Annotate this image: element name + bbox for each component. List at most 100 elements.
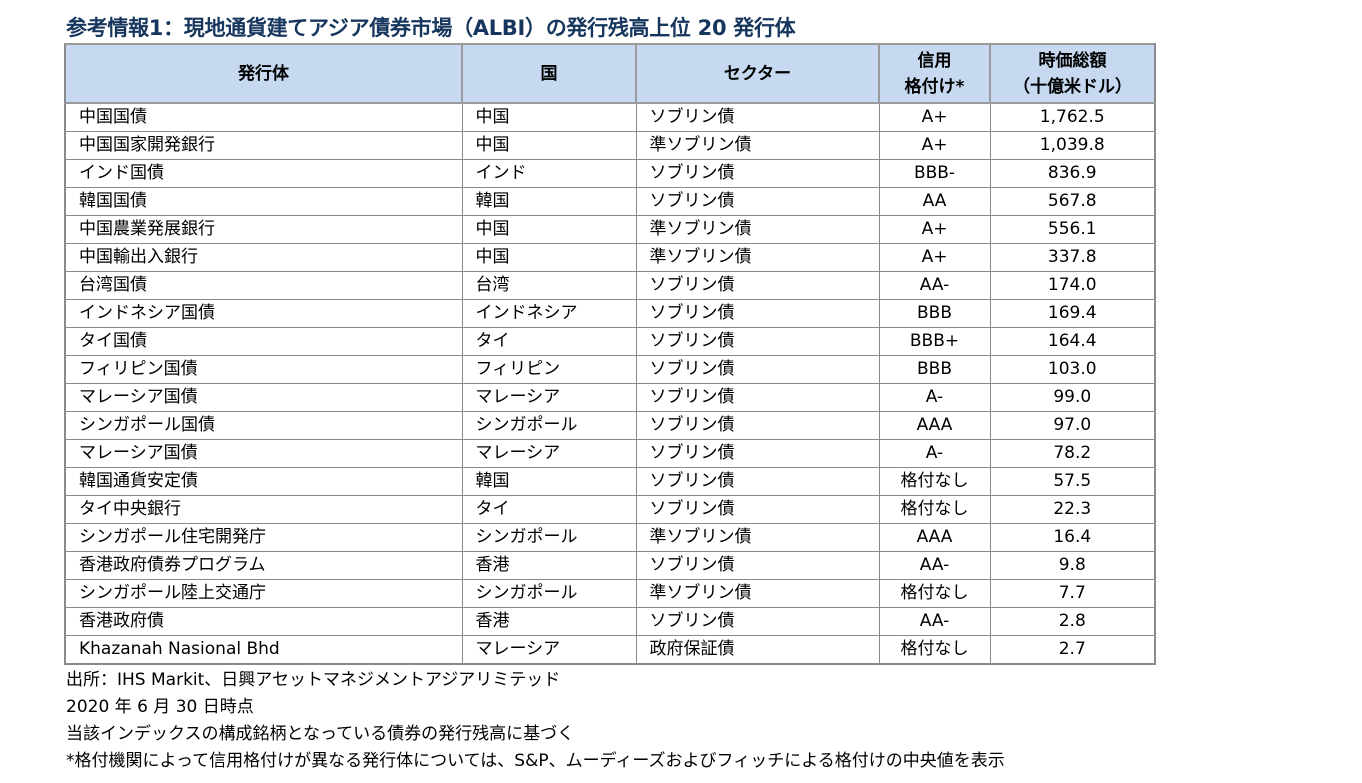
- cell-market-value: 9.8: [989, 551, 1156, 580]
- cell-issuer: シンガポール住宅開発庁: [64, 523, 463, 552]
- cell-rating: BBB+: [878, 327, 991, 356]
- cell-rating: A-: [878, 439, 991, 468]
- cell-market-value: 57.5: [989, 467, 1156, 496]
- cell-sector: ソブリン債: [635, 467, 880, 496]
- cell-issuer: インドネシア国債: [64, 299, 463, 328]
- basis-note: 当該インデックスの構成銘柄となっている債券の発行残高に基づく: [66, 724, 575, 744]
- cell-issuer: 香港政府債: [64, 607, 463, 636]
- cell-rating: 格付なし: [878, 635, 991, 665]
- cell-issuer: タイ中央銀行: [64, 495, 463, 524]
- column-header-rating: 信用 格付け*: [878, 43, 991, 104]
- cell-rating: AAA: [878, 523, 991, 552]
- cell-issuer: Khazanah Nasional Bhd: [64, 635, 463, 665]
- cell-country: 香港: [461, 551, 637, 580]
- cell-rating: 格付なし: [878, 495, 991, 524]
- cell-issuer: 中国輸出入銀行: [64, 243, 463, 272]
- cell-sector: ソブリン債: [635, 299, 880, 328]
- table-row: シンガポール住宅開発庁 シンガポール 準ソブリン債 AAA 16.4: [64, 523, 1156, 552]
- table-row: 台湾国債 台湾 ソブリン債 AA- 174.0: [64, 271, 1156, 300]
- cell-market-value: 97.0: [989, 411, 1156, 440]
- cell-market-value: 78.2: [989, 439, 1156, 468]
- cell-market-value: 164.4: [989, 327, 1156, 356]
- cell-sector: ソブリン債: [635, 271, 880, 300]
- rating-footnote: *格付機関によって信用格付けが異なる発行体については、S&P、ムーディーズおよび…: [66, 751, 1005, 771]
- page-title: 参考情報1：現地通貨建てアジア債券市場（ALBI）の発行残高上位 20 発行体: [66, 16, 796, 40]
- column-header-sector: セクター: [635, 43, 880, 104]
- cell-sector: ソブリン債: [635, 607, 880, 636]
- cell-market-value: 103.0: [989, 355, 1156, 384]
- cell-sector: ソブリン債: [635, 355, 880, 384]
- cell-country: 韓国: [461, 187, 637, 216]
- cell-rating: A+: [878, 131, 991, 160]
- cell-issuer: 中国農業発展銀行: [64, 215, 463, 244]
- cell-issuer: シンガポール国債: [64, 411, 463, 440]
- cell-rating: AA-: [878, 551, 991, 580]
- cell-rating: BBB: [878, 355, 991, 384]
- table-row: タイ中央銀行 タイ ソブリン債 格付なし 22.3: [64, 495, 1156, 524]
- as-of-date-note: 2020 年 6 月 30 日時点: [66, 697, 254, 717]
- cell-country: 台湾: [461, 271, 637, 300]
- cell-sector: ソブリン債: [635, 411, 880, 440]
- cell-country: 中国: [461, 243, 637, 272]
- table-row: 香港政府債券プログラム 香港 ソブリン債 AA- 9.8: [64, 551, 1156, 580]
- cell-sector: 準ソブリン債: [635, 131, 880, 160]
- table-row: 中国国家開発銀行 中国 準ソブリン債 A+ 1,039.8: [64, 131, 1156, 160]
- table-row: 韓国国債 韓国 ソブリン債 AA 567.8: [64, 187, 1156, 216]
- cell-country: マレーシア: [461, 383, 637, 412]
- table-row: シンガポール陸上交通庁 シンガポール 準ソブリン債 格付なし 7.7: [64, 579, 1156, 608]
- cell-issuer: シンガポール陸上交通庁: [64, 579, 463, 608]
- cell-rating: 格付なし: [878, 467, 991, 496]
- cell-issuer: 台湾国債: [64, 271, 463, 300]
- source-note: 出所：IHS Markit、日興アセットマネジメントアジアリミテッド: [66, 670, 561, 690]
- cell-sector: ソブリン債: [635, 159, 880, 188]
- cell-rating: AA-: [878, 271, 991, 300]
- cell-country: マレーシア: [461, 439, 637, 468]
- table-row: 香港政府債 香港 ソブリン債 AA- 2.8: [64, 607, 1156, 636]
- cell-market-value: 2.8: [989, 607, 1156, 636]
- cell-rating: AA: [878, 187, 991, 216]
- cell-market-value: 16.4: [989, 523, 1156, 552]
- cell-country: シンガポール: [461, 523, 637, 552]
- cell-rating: BBB-: [878, 159, 991, 188]
- cell-rating: BBB: [878, 299, 991, 328]
- cell-issuer: 中国国債: [64, 102, 463, 132]
- column-header-issuer: 発行体: [64, 43, 463, 104]
- table-row: 中国国債 中国 ソブリン債 A+ 1,762.5: [64, 102, 1156, 132]
- table-row: インド国債 インド ソブリン債 BBB- 836.9: [64, 159, 1156, 188]
- cell-issuer: マレーシア国債: [64, 439, 463, 468]
- cell-country: タイ: [461, 327, 637, 356]
- cell-market-value: 99.0: [989, 383, 1156, 412]
- cell-sector: 準ソブリン債: [635, 523, 880, 552]
- cell-market-value: 1,762.5: [989, 102, 1156, 132]
- cell-rating: AA-: [878, 607, 991, 636]
- table-body: 中国国債 中国 ソブリン債 A+ 1,762.5 中国国家開発銀行 中国 準ソブリン債 A+ 1,…: [64, 102, 1156, 665]
- cell-market-value: 7.7: [989, 579, 1156, 608]
- cell-sector: ソブリン債: [635, 187, 880, 216]
- cell-market-value: 22.3: [989, 495, 1156, 524]
- cell-rating: A+: [878, 243, 991, 272]
- cell-issuer: タイ国債: [64, 327, 463, 356]
- cell-sector: 準ソブリン債: [635, 215, 880, 244]
- cell-issuer: 韓国通貨安定債: [64, 467, 463, 496]
- cell-country: インドネシア: [461, 299, 637, 328]
- table-row: 韓国通貨安定債 韓国 ソブリン債 格付なし 57.5: [64, 467, 1156, 496]
- cell-rating: 格付なし: [878, 579, 991, 608]
- table-row: 中国農業発展銀行 中国 準ソブリン債 A+ 556.1: [64, 215, 1156, 244]
- cell-market-value: 2.7: [989, 635, 1156, 665]
- cell-country: フィリピン: [461, 355, 637, 384]
- cell-sector: ソブリン債: [635, 383, 880, 412]
- table-row: インドネシア国債 インドネシア ソブリン債 BBB 169.4: [64, 299, 1156, 328]
- cell-country: 中国: [461, 215, 637, 244]
- footnotes: 出所：IHS Markit、日興アセットマネジメントアジアリミテッド 2020 …: [66, 667, 1005, 775]
- cell-rating: A-: [878, 383, 991, 412]
- table-row: シンガポール国債 シンガポール ソブリン債 AAA 97.0: [64, 411, 1156, 440]
- table-header-row: 発行体 国 セクター 信用 格付け* 時価総額 （十億米ドル）: [64, 43, 1156, 104]
- table-row: フィリピン国債 フィリピン ソブリン債 BBB 103.0: [64, 355, 1156, 384]
- cell-sector: ソブリン債: [635, 551, 880, 580]
- cell-issuer: インド国債: [64, 159, 463, 188]
- cell-country: 中国: [461, 131, 637, 160]
- cell-rating: AAA: [878, 411, 991, 440]
- cell-issuer: マレーシア国債: [64, 383, 463, 412]
- cell-market-value: 174.0: [989, 271, 1156, 300]
- table-row: タイ国債 タイ ソブリン債 BBB+ 164.4: [64, 327, 1156, 356]
